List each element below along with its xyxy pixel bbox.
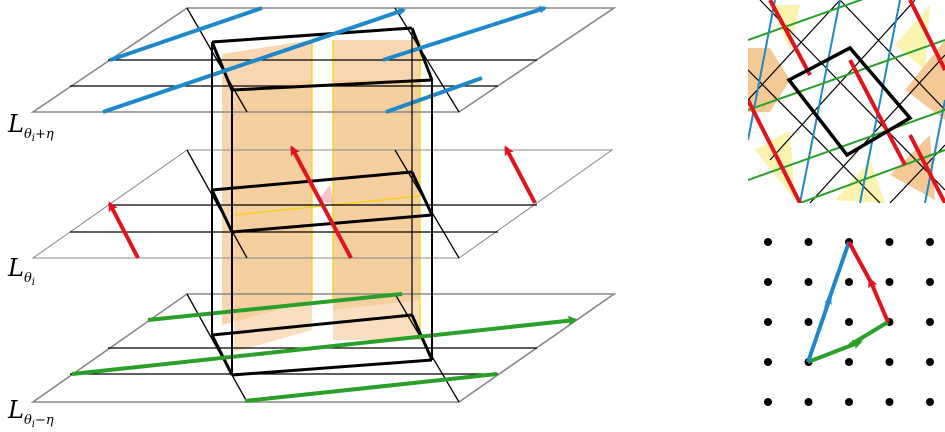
tile-yellow	[755, 130, 795, 200]
blue-arrow	[382, 6, 547, 62]
lattice-dot	[845, 398, 853, 406]
blue-line	[109, 6, 263, 62]
lattice-dot	[764, 398, 772, 406]
lattice-dot	[845, 278, 853, 286]
red-arrow	[504, 145, 537, 204]
lattice-dot	[926, 238, 934, 246]
green-vector	[848, 320, 890, 347]
blue-vector	[824, 241, 851, 309]
lattice-dot	[926, 318, 934, 326]
label-middle-plane: Lθi	[8, 254, 35, 288]
red-arrow	[108, 201, 140, 259]
lattice-dot	[885, 278, 894, 286]
lattice-dot	[926, 278, 934, 286]
tiling-fundamental-cell	[786, 45, 913, 158]
tile-orange	[748, 48, 790, 112]
lattice-dot	[804, 318, 813, 326]
lattice-dot	[764, 238, 772, 246]
lattice-dot	[764, 318, 772, 326]
lattice-tiling-panel	[748, 0, 945, 203]
lattice-dot	[764, 358, 772, 366]
red-vector	[847, 241, 876, 289]
lattice-dot	[804, 278, 813, 286]
tile-orange	[890, 135, 935, 200]
lattice-dot	[845, 318, 853, 326]
plane-top	[30, 6, 617, 114]
blue-vector	[806, 296, 832, 363]
box-frame	[211, 28, 433, 375]
lattice-dot	[885, 358, 894, 366]
lattice-dot	[845, 358, 853, 366]
green-line	[147, 292, 403, 322]
lattice-dot	[885, 398, 894, 406]
lattice-dots	[764, 238, 934, 406]
green-line	[244, 372, 498, 403]
dot-lattice-panel	[764, 238, 934, 406]
lattice-dot	[926, 358, 934, 366]
lattice-dot	[764, 278, 772, 286]
blue-arrow	[102, 8, 406, 114]
green-arrow	[71, 315, 578, 376]
label-top-plane: Lθi+η	[8, 110, 54, 144]
lattice-dot	[804, 238, 813, 246]
tile-yellow	[895, 5, 930, 70]
plane-middle	[31, 145, 614, 259]
plane-bottom	[30, 292, 617, 403]
label-bottom-plane: Lθi−η	[8, 396, 54, 430]
lattice-dot	[926, 398, 934, 406]
blue-line	[385, 76, 483, 114]
slab-right-inner	[333, 80, 420, 340]
lattice-dot	[804, 398, 813, 406]
red-arrow	[290, 145, 353, 259]
lattice-dot	[885, 238, 894, 246]
